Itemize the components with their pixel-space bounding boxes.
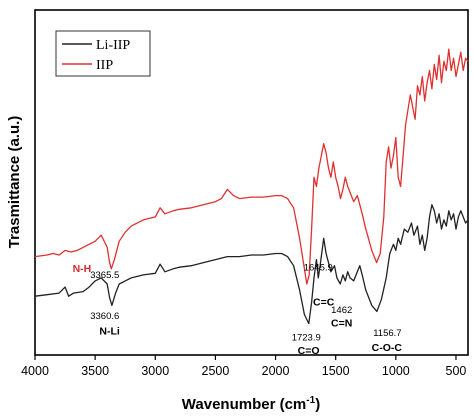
annotation-5: C=C [313,296,335,308]
annotation-9: C=O [298,345,320,357]
x-axis-title: Wavenumber (cm-1) [182,395,320,413]
legend-label-li-iip: Li-IIP [96,38,130,53]
series-line-li-iip [34,204,469,325]
x-axis-title-close: ) [315,396,320,413]
annotation-1: 3365.5 [90,270,119,281]
x-tick-label-500: 500 [446,364,467,378]
legend: Li-IIP IIP [55,30,151,77]
annotation-4: 1645.9 [304,262,333,273]
plot-frame [34,9,469,356]
x-axis-title-main: Wavenumber (cm [182,396,306,413]
annotation-2: 3360.6 [90,311,119,322]
x-tick-label-4000: 4000 [21,364,49,378]
series-line-iip [34,48,469,285]
x-tick-label-2000: 2000 [262,364,290,378]
x-tick-label-3000: 3000 [141,364,169,378]
legend-box [55,30,151,77]
annotation-3: N-Li [99,325,119,337]
y-axis-title: Trasmittance (a.u.) [6,116,23,249]
x-axis-title-sup: -1 [306,395,315,406]
annotation-6: 1462 [331,305,352,316]
annotation-10: 1156.7 [373,328,401,339]
x-axis-ticks [34,355,457,360]
annotation-0: N-H [73,263,92,275]
x-tick-label-3500: 3500 [81,364,109,378]
x-tick-label-2500: 2500 [202,364,230,378]
annotation-11: C-O-C [372,342,403,354]
x-tick-label-1000: 1000 [382,364,410,378]
x-axis-tick-labels: 4000 3500 3000 2500 2000 1500 1000 500 [21,364,466,378]
series-group [34,48,469,325]
annotation-8: 1723.9 [292,332,321,343]
legend-label-iip: IIP [96,58,113,73]
annotation-7: C=N [331,318,352,330]
x-tick-label-1500: 1500 [322,364,350,378]
